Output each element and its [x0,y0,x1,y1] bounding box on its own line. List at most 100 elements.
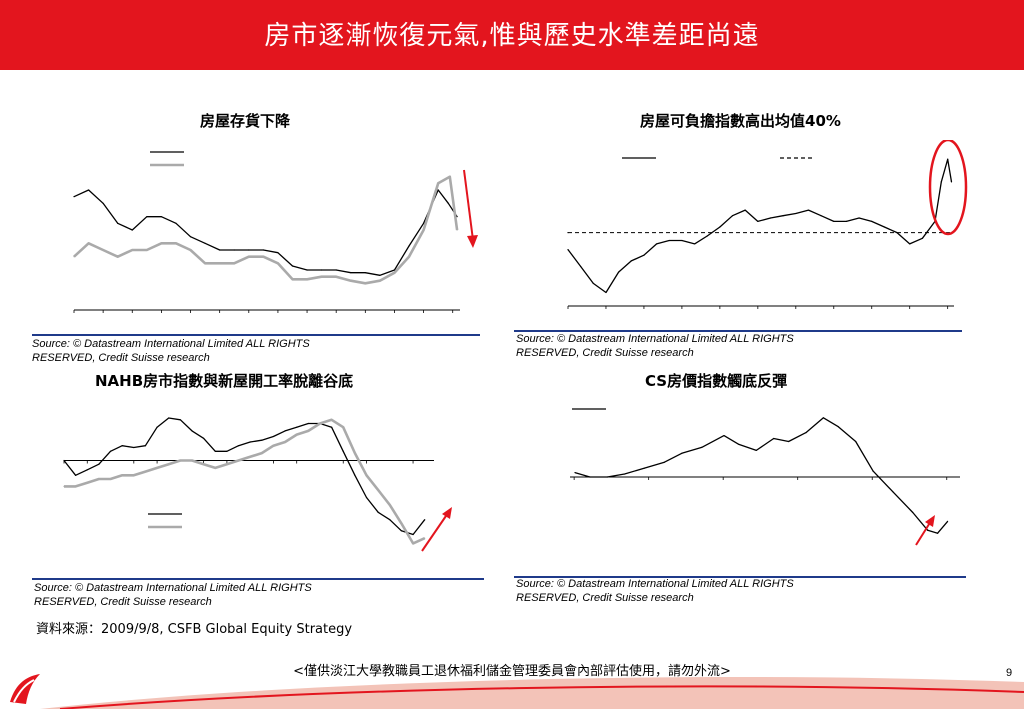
data-point [437,189,439,191]
data-point [179,419,181,421]
data-point [379,274,381,276]
source-note-line2: RESERVED, Credit Suisse research [516,592,694,604]
footer-swoosh-shape [40,677,1024,709]
data-point [567,232,569,234]
data-point [121,445,123,447]
data-point [203,463,205,465]
data-point [102,249,104,251]
disclaimer: <僅供淡江大學教職員工退休福利儲金管理委員會內部評估使用，請勿外流> [293,664,731,679]
data-point [855,440,857,443]
data-point [233,249,235,251]
data-point [86,469,88,471]
chart-inventory [73,151,478,313]
trend-down-arrow-head [467,235,478,248]
data-point [820,215,822,217]
data-point [331,426,333,428]
data-point [744,209,746,211]
data-point [422,229,425,231]
series-line-0 [567,158,953,294]
data-point [277,252,279,254]
data-point [871,220,873,222]
footer-swoosh-line [59,685,1024,709]
data-point [277,262,279,264]
data-point [87,189,90,191]
data-point [191,459,193,462]
data-point [947,158,949,160]
data-point [248,249,250,251]
panel-title-inventory: 房屋存貨下降 [200,112,291,130]
data-point [782,215,784,217]
data-point [567,248,569,251]
data-point [606,476,608,478]
data-point [693,243,696,245]
data-point [630,260,632,262]
data-point [86,482,88,484]
data-point [226,450,228,452]
data-point [98,478,100,480]
data-point [723,434,725,437]
data-point [261,452,263,454]
data-point [131,229,133,231]
data-point [719,226,721,228]
data-point [237,459,240,462]
data-point [773,437,775,440]
source-note: Source: © Datastream International Limit… [516,332,794,360]
data-point [845,220,848,222]
data-point [668,239,670,242]
data-point [379,280,381,282]
panel-title-cs-index: CS房價指數觸底反彈 [645,372,788,390]
data-point [219,249,221,251]
data-point [219,262,221,264]
data-point [940,181,942,183]
highlight-circle [928,140,968,236]
data-point [331,419,333,421]
source-divider [514,330,962,332]
data-point [643,254,645,256]
series-line-0 [73,189,458,276]
source-note-line1: Source: © Datastream International Limit… [516,333,794,345]
source-note: Source: © Datastream International Limit… [516,577,794,605]
data-point [121,474,123,476]
data-point [681,452,683,454]
data-point [921,237,923,239]
footer-source: 資料來源：2009/9/8, CSFB Global Equity Strate… [36,622,353,637]
data-point [214,450,216,452]
data-point [456,229,458,231]
data-point [233,262,235,264]
source-note-line1: Source: © Datastream International Limit… [34,582,312,594]
data-point [296,426,298,428]
data-point [883,226,885,228]
chart-affordability [567,140,968,309]
data-point [175,242,177,244]
data-point [204,242,206,244]
data-point [262,256,264,258]
data-point [950,181,953,183]
data-point [408,245,410,247]
data-point [805,432,807,434]
trend-down-arrow [463,169,474,241]
data-point [574,471,576,474]
trend-up-arrow-head [925,515,935,527]
data-point [605,291,607,294]
data-point [117,256,119,258]
data-point [389,519,391,521]
data-point [795,212,797,215]
footer-swoosh [40,677,1024,709]
data-point [160,242,162,244]
data-point [701,446,703,448]
logo [6,672,46,706]
data-point [755,449,757,451]
data-point [389,504,391,506]
data-point [424,537,426,539]
data-point [580,265,582,268]
data-point [365,474,368,476]
data-point [822,417,824,419]
data-point [412,533,414,536]
data-point [618,271,620,273]
data-point [168,463,170,465]
data-point [412,542,414,544]
chart-case-shiller [570,408,960,546]
data-point [146,216,148,218]
data-point [133,446,135,449]
data-point [203,437,205,439]
